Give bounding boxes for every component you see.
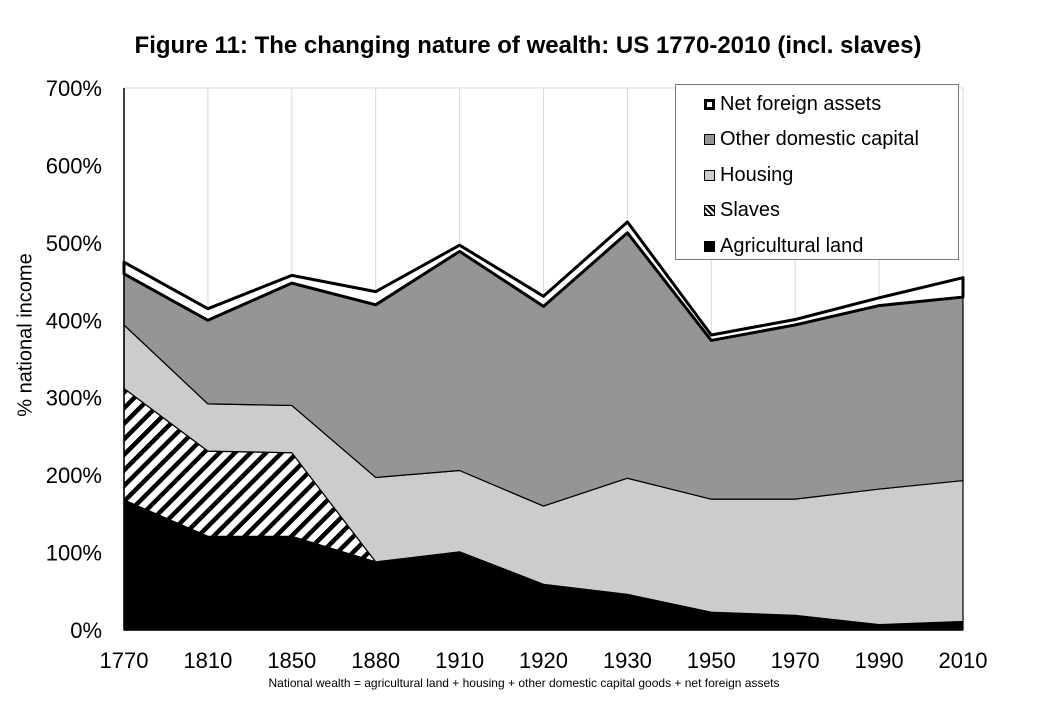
y-tick-label: 400% <box>46 308 102 333</box>
y-tick-label: 0% <box>70 618 102 643</box>
x-tick-label: 2010 <box>939 648 988 673</box>
y-tick-label: 600% <box>46 153 102 178</box>
legend-item-agri: Agricultural land <box>704 234 863 258</box>
x-tick-label: 1920 <box>519 648 568 673</box>
legend-item-other: Other domestic capital <box>704 128 919 152</box>
y-tick-label: 200% <box>46 463 102 488</box>
legend-swatch <box>704 169 715 181</box>
area-nfa <box>122 220 965 342</box>
legend-swatch <box>704 205 715 216</box>
legend-label: Other domestic capital <box>720 128 919 150</box>
legend-swatch <box>704 240 715 252</box>
y-tick-label: 100% <box>46 541 102 566</box>
legend-item-nfa: Net foreign assets <box>704 92 881 116</box>
legend-label: Agricultural land <box>720 234 864 257</box>
legend-label: Net foreign assets <box>720 92 882 115</box>
legend-item-housing: Housing <box>704 163 793 187</box>
legend-swatch <box>704 98 715 110</box>
x-tick-label: 1770 <box>100 648 149 673</box>
x-tick-label: 1950 <box>687 648 736 673</box>
y-tick-label: 300% <box>46 386 102 411</box>
legend-item-slaves: Slaves <box>704 199 780 223</box>
legend-label: Slaves <box>720 199 781 221</box>
legend-swatch <box>704 134 715 145</box>
legend-label: Housing <box>720 163 794 186</box>
y-tick-label: 500% <box>46 231 102 256</box>
x-tick-label: 1880 <box>351 648 400 673</box>
y-tick-label: 700% <box>46 76 102 101</box>
x-tick-label: 1810 <box>183 648 232 673</box>
x-tick-label: 1930 <box>603 648 652 673</box>
x-tick-label: 1970 <box>771 648 820 673</box>
chart-caption: National wealth = agricultural land + ho… <box>268 676 780 690</box>
chart-legend: Net foreign assets Other domestic capital… <box>675 84 959 260</box>
x-tick-label: 1850 <box>267 648 316 673</box>
x-tick-label: 1910 <box>435 648 484 673</box>
x-tick-label: 1990 <box>855 648 904 673</box>
chart-title: Figure 11: The changing nature of wealth… <box>134 32 922 59</box>
